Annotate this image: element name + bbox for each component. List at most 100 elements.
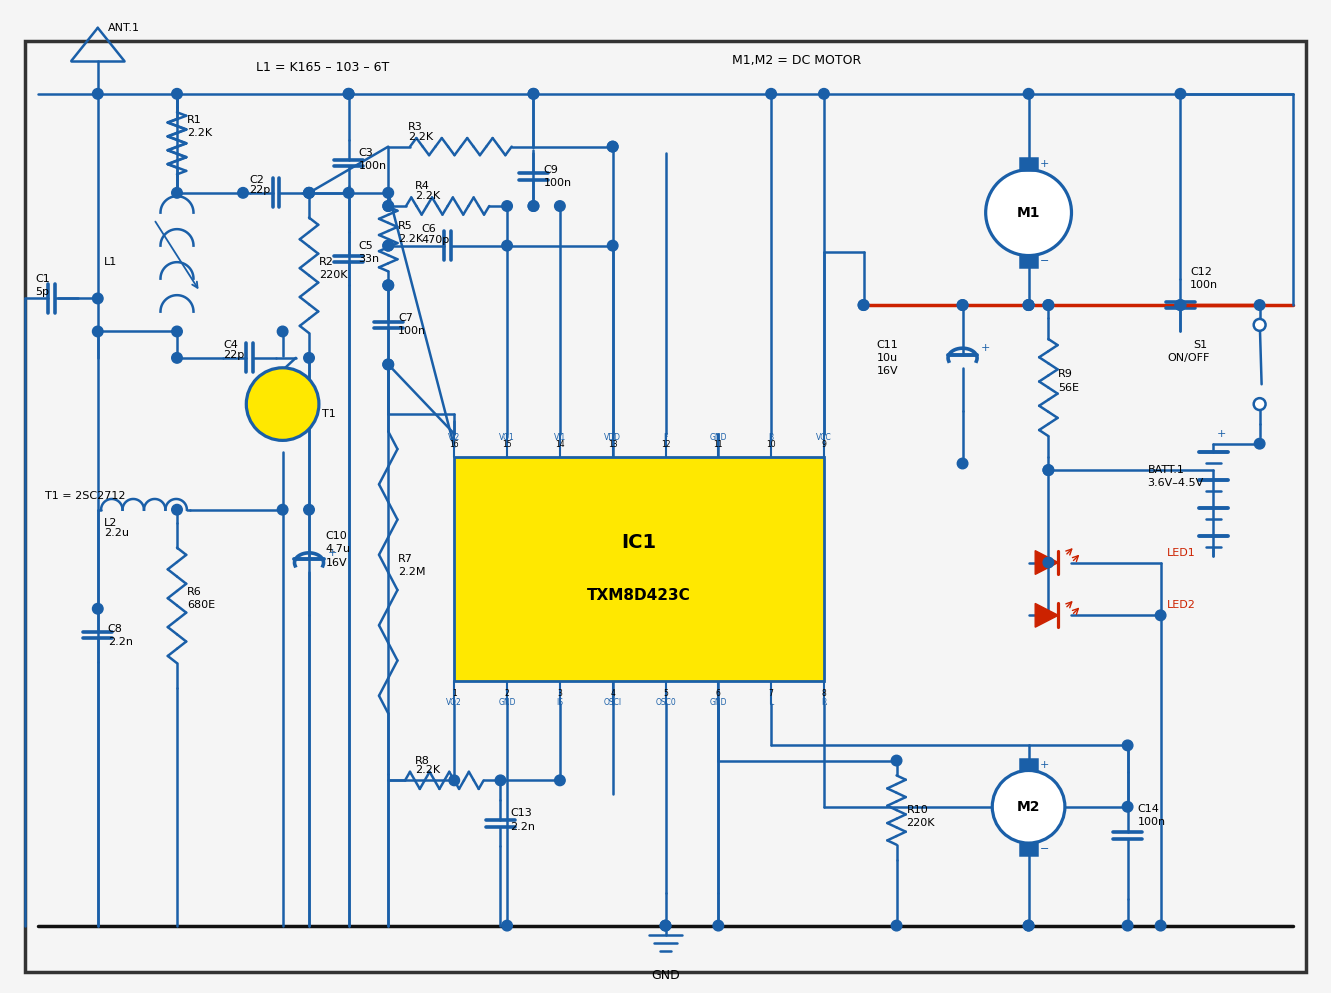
Text: ON/OFF: ON/OFF: [1167, 353, 1210, 362]
Text: C1: C1: [35, 274, 49, 284]
Text: 2.2K: 2.2K: [186, 128, 212, 138]
Text: 22p: 22p: [250, 185, 270, 195]
Circle shape: [1254, 438, 1264, 449]
Text: 33n: 33n: [358, 254, 379, 264]
Circle shape: [1024, 921, 1034, 930]
Circle shape: [238, 188, 249, 199]
Circle shape: [303, 504, 314, 515]
Text: 56E: 56E: [1058, 382, 1079, 392]
Circle shape: [528, 88, 539, 99]
Circle shape: [986, 170, 1071, 255]
Circle shape: [607, 141, 618, 152]
Text: VCC: VCC: [816, 433, 832, 442]
Text: M1,M2 = DC MOTOR: M1,M2 = DC MOTOR: [732, 55, 861, 68]
Text: 12: 12: [660, 440, 671, 449]
Text: 100n: 100n: [1190, 280, 1218, 290]
Circle shape: [1122, 740, 1133, 751]
Text: VI2: VI2: [449, 433, 461, 442]
Text: 1: 1: [453, 689, 457, 698]
Text: M1: M1: [1017, 206, 1041, 219]
Text: C7: C7: [398, 313, 413, 324]
Text: +: +: [981, 343, 990, 353]
Text: 2.2K: 2.2K: [415, 766, 439, 776]
Bar: [1021, 843, 1037, 855]
Circle shape: [383, 359, 394, 369]
Text: 22p: 22p: [224, 350, 245, 359]
Text: C14: C14: [1138, 804, 1159, 814]
Text: 13: 13: [608, 440, 618, 449]
Circle shape: [1044, 465, 1054, 476]
Text: TXM8D423C: TXM8D423C: [587, 588, 691, 603]
Text: F: F: [663, 433, 668, 442]
Text: 16V: 16V: [877, 366, 898, 376]
Circle shape: [1044, 300, 1054, 311]
Text: 100n: 100n: [398, 327, 426, 337]
Circle shape: [1254, 319, 1266, 331]
Text: ANT.1: ANT.1: [108, 23, 140, 33]
Text: 220K: 220K: [319, 270, 347, 280]
Circle shape: [92, 326, 102, 337]
Circle shape: [92, 293, 102, 304]
Circle shape: [528, 88, 539, 99]
Circle shape: [383, 240, 394, 251]
Text: +: +: [327, 547, 337, 558]
Text: S1: S1: [1194, 340, 1207, 350]
Circle shape: [957, 300, 968, 311]
Circle shape: [858, 300, 869, 311]
Circle shape: [1122, 921, 1133, 930]
Text: C6: C6: [421, 224, 437, 234]
Text: 2.2u: 2.2u: [104, 528, 129, 538]
Circle shape: [1044, 557, 1054, 568]
Polygon shape: [1036, 551, 1058, 574]
Circle shape: [1155, 610, 1166, 621]
Polygon shape: [1036, 604, 1058, 628]
Text: IC1: IC1: [622, 533, 656, 552]
Circle shape: [277, 326, 287, 337]
Text: 2.2n: 2.2n: [510, 821, 535, 831]
Circle shape: [303, 188, 314, 199]
Text: 4: 4: [610, 689, 615, 698]
Text: C3: C3: [358, 148, 373, 158]
Text: 470p: 470p: [421, 235, 450, 245]
Text: C12: C12: [1190, 267, 1213, 277]
Circle shape: [277, 504, 287, 515]
Text: 7: 7: [769, 689, 773, 698]
Bar: [454, 457, 824, 681]
Circle shape: [1024, 300, 1034, 311]
Text: 10u: 10u: [877, 353, 898, 362]
Text: 3: 3: [558, 689, 562, 698]
Text: 15: 15: [502, 440, 512, 449]
Text: R8: R8: [415, 756, 430, 766]
Text: −: −: [1040, 844, 1050, 854]
Circle shape: [383, 188, 394, 199]
Circle shape: [383, 359, 394, 369]
Circle shape: [383, 280, 394, 291]
Text: GND: GND: [709, 698, 727, 707]
Bar: [1021, 255, 1037, 267]
Text: VDD: VDD: [604, 433, 622, 442]
Text: 100n: 100n: [1138, 817, 1166, 827]
Bar: [1021, 759, 1037, 771]
Circle shape: [1024, 300, 1034, 311]
Text: VI1: VI1: [554, 433, 566, 442]
Text: R1: R1: [186, 115, 201, 125]
Circle shape: [495, 776, 506, 785]
Text: 220K: 220K: [906, 818, 934, 828]
Circle shape: [502, 921, 512, 930]
Text: R6: R6: [186, 587, 201, 597]
Text: 8: 8: [821, 689, 827, 698]
Text: +: +: [1040, 760, 1050, 770]
Text: −: −: [1040, 256, 1050, 266]
Text: 3.6V–4.5V: 3.6V–4.5V: [1147, 479, 1203, 489]
Circle shape: [1044, 300, 1054, 311]
Text: C2: C2: [250, 175, 265, 185]
Circle shape: [502, 201, 512, 212]
Text: C13: C13: [510, 808, 532, 818]
Circle shape: [502, 240, 512, 251]
Text: 5: 5: [663, 689, 668, 698]
Circle shape: [858, 300, 869, 311]
Circle shape: [819, 88, 829, 99]
Circle shape: [303, 353, 314, 363]
Text: IS: IS: [556, 698, 563, 707]
Text: B: B: [768, 433, 773, 442]
